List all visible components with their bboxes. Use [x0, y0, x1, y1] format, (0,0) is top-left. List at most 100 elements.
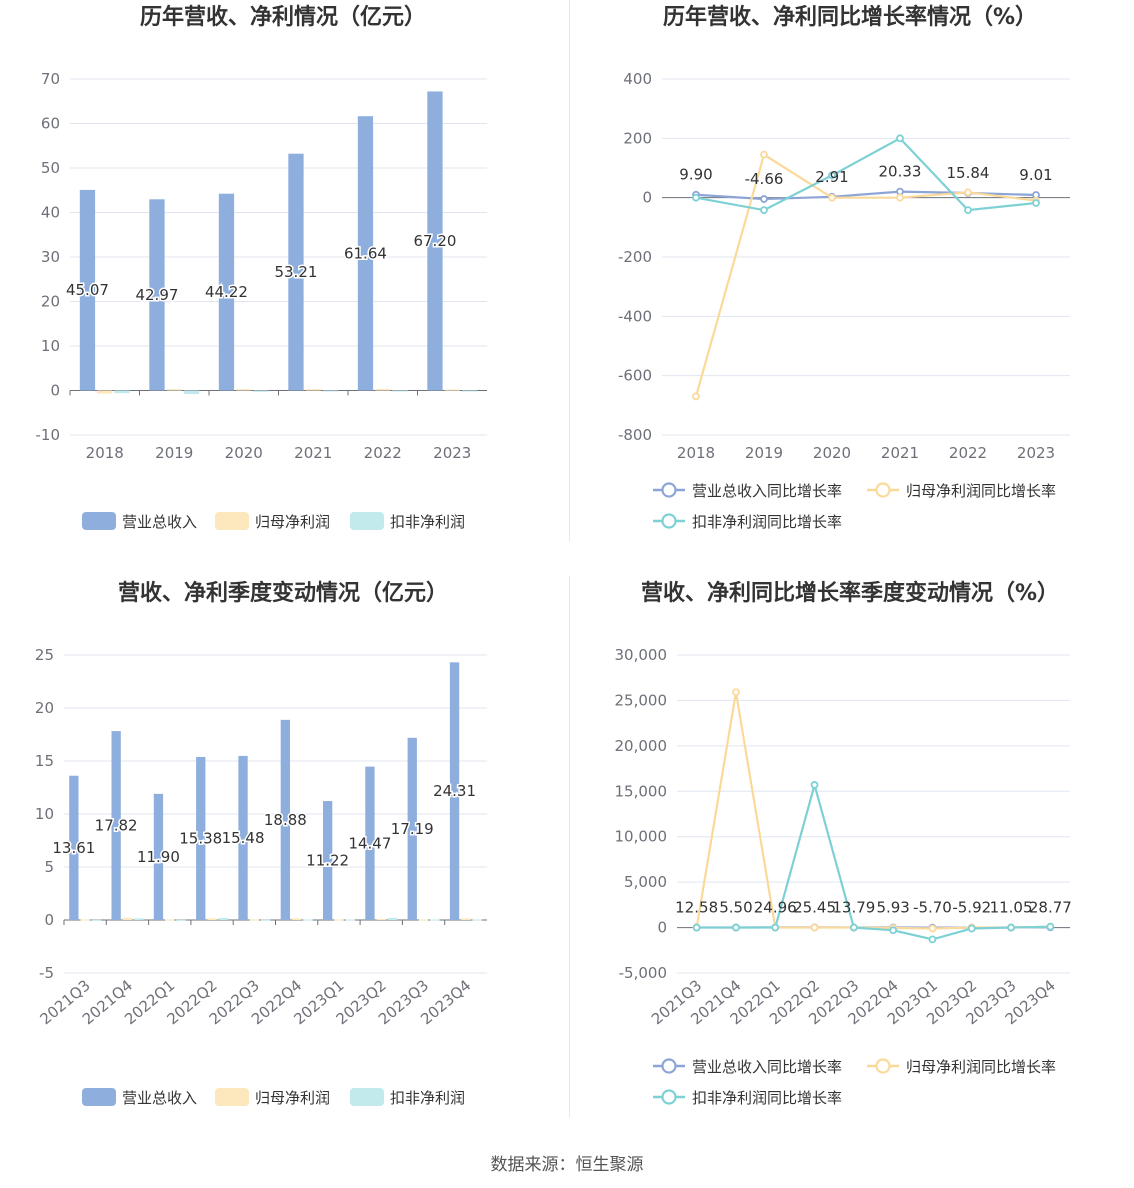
bar-netprofit [166, 389, 182, 391]
data-label: -4.66 [745, 170, 784, 188]
legend-label: 归母净利润 [255, 513, 330, 531]
data-label: 17.82 [95, 817, 138, 835]
y-tick-label: -200 [618, 248, 652, 266]
y-tick-label: 30 [41, 248, 60, 266]
legend-label: 营业总收入同比增长率 [692, 1058, 842, 1076]
data-label: 18.88 [264, 811, 307, 829]
data-point [760, 150, 768, 159]
x-tick-label: 2023 [433, 444, 471, 462]
divider-top [569, 0, 570, 542]
legend-swatch [82, 512, 116, 530]
legend-label: 归母净利润 [255, 1089, 330, 1107]
data-label: 25.45 [793, 898, 836, 916]
data-label: 24.96 [754, 898, 797, 916]
data-label: 9.01 [1019, 166, 1052, 184]
y-tick-label: 30,000 [615, 646, 668, 664]
y-tick-label: 200 [623, 129, 652, 147]
data-point [760, 195, 768, 203]
data-point [896, 193, 904, 202]
bar-deducted [461, 390, 478, 392]
y-tick-label: 400 [623, 70, 652, 88]
legend-swatch [350, 1088, 384, 1106]
data-label: 13.61 [52, 839, 95, 857]
bar-revenue [218, 193, 235, 391]
data-label: 42.97 [135, 286, 178, 304]
y-tick-label: 20,000 [615, 737, 668, 755]
data-point [810, 781, 819, 789]
bar-revenue [407, 737, 417, 920]
bar-netprofit [122, 917, 133, 920]
x-tick-label: 2018 [677, 444, 715, 462]
y-tick-label: 40 [41, 204, 60, 222]
legend-swatch [350, 512, 384, 530]
x-tick-label: 2020 [813, 444, 851, 462]
y-tick-label: 0 [44, 911, 54, 929]
x-tick-label: 2019 [155, 444, 193, 462]
bar-netprofit [165, 919, 175, 921]
y-tick-label: -10 [36, 426, 61, 444]
bar-netprofit [236, 389, 252, 391]
y-tick-label: 25 [35, 646, 54, 664]
data-point [896, 187, 904, 196]
y-tick-label: 10,000 [615, 828, 668, 846]
bar-deducted [303, 919, 313, 921]
bar-netprofit [249, 919, 260, 921]
bar-revenue [288, 153, 304, 391]
bar-revenue [149, 199, 165, 391]
x-tick-label: 2022 [949, 444, 987, 462]
y-tick-label: 5,000 [624, 873, 667, 891]
bar-deducted [472, 919, 482, 921]
data-label: 11.05 [990, 898, 1033, 916]
legend-marker [661, 1089, 677, 1105]
y-tick-label: 15 [35, 752, 54, 770]
data-point [810, 923, 819, 932]
data-point [828, 193, 836, 202]
series-line-deducted-growth [696, 780, 1051, 941]
bar-netprofit [291, 918, 302, 920]
chart-quarterly-growth: 营收、净利同比增长率季度变动情况（%） -5,000 0 5,000 10,000 15,… [615, 580, 1072, 1107]
bar-revenue [449, 662, 460, 920]
bar-revenue [69, 775, 79, 920]
bar-deducted [392, 390, 408, 392]
y-tick-label: -400 [618, 307, 652, 325]
data-point [760, 206, 768, 215]
legend-swatch [215, 512, 249, 530]
x-tick-label: 2022 [364, 444, 402, 462]
legend-marker [661, 482, 677, 498]
bar-deducted [387, 917, 398, 920]
chart-quarterly-amount: 营收、净利季度变动情况（亿元）-505101520252021Q32021Q42… [35, 580, 487, 1107]
divider-bottom [569, 576, 570, 1118]
y-tick-label: 10 [41, 337, 60, 355]
bar-netprofit [418, 919, 429, 921]
data-label: 2.91 [815, 168, 848, 186]
data-label: 28.77 [1029, 898, 1072, 916]
data-point [732, 688, 740, 697]
bar-deducted [430, 919, 440, 921]
y-tick-label: 60 [41, 115, 60, 133]
y-tick-label: 70 [41, 70, 60, 88]
bar-revenue [153, 793, 164, 920]
y-tick-label: 25,000 [615, 691, 668, 709]
data-label: 17.19 [391, 820, 434, 838]
chart-title: 历年营收、净利同比增长率情况（%） [663, 4, 1037, 30]
bar-revenue [280, 719, 290, 920]
bar-revenue [79, 189, 96, 391]
y-tick-label: 0 [657, 919, 667, 937]
data-label: 11.90 [137, 848, 180, 866]
data-point [1007, 923, 1015, 932]
data-point [1046, 922, 1055, 931]
data-label: 12.58 [675, 898, 718, 916]
data-point [889, 926, 898, 935]
legend-label: 扣非净利润 [390, 513, 465, 531]
legend-swatch [215, 1088, 249, 1106]
bar-revenue [427, 91, 443, 391]
data-point [692, 923, 701, 932]
data-label: 15.48 [222, 829, 265, 847]
data-point [732, 923, 740, 932]
legend-label: 营业总收入 [122, 1089, 197, 1107]
data-label: 45.07 [66, 281, 109, 299]
y-tick-label: 0 [642, 189, 652, 207]
y-tick-label: -5 [39, 964, 54, 982]
y-tick-label: 0 [50, 382, 60, 400]
data-label: 44.22 [205, 283, 248, 301]
